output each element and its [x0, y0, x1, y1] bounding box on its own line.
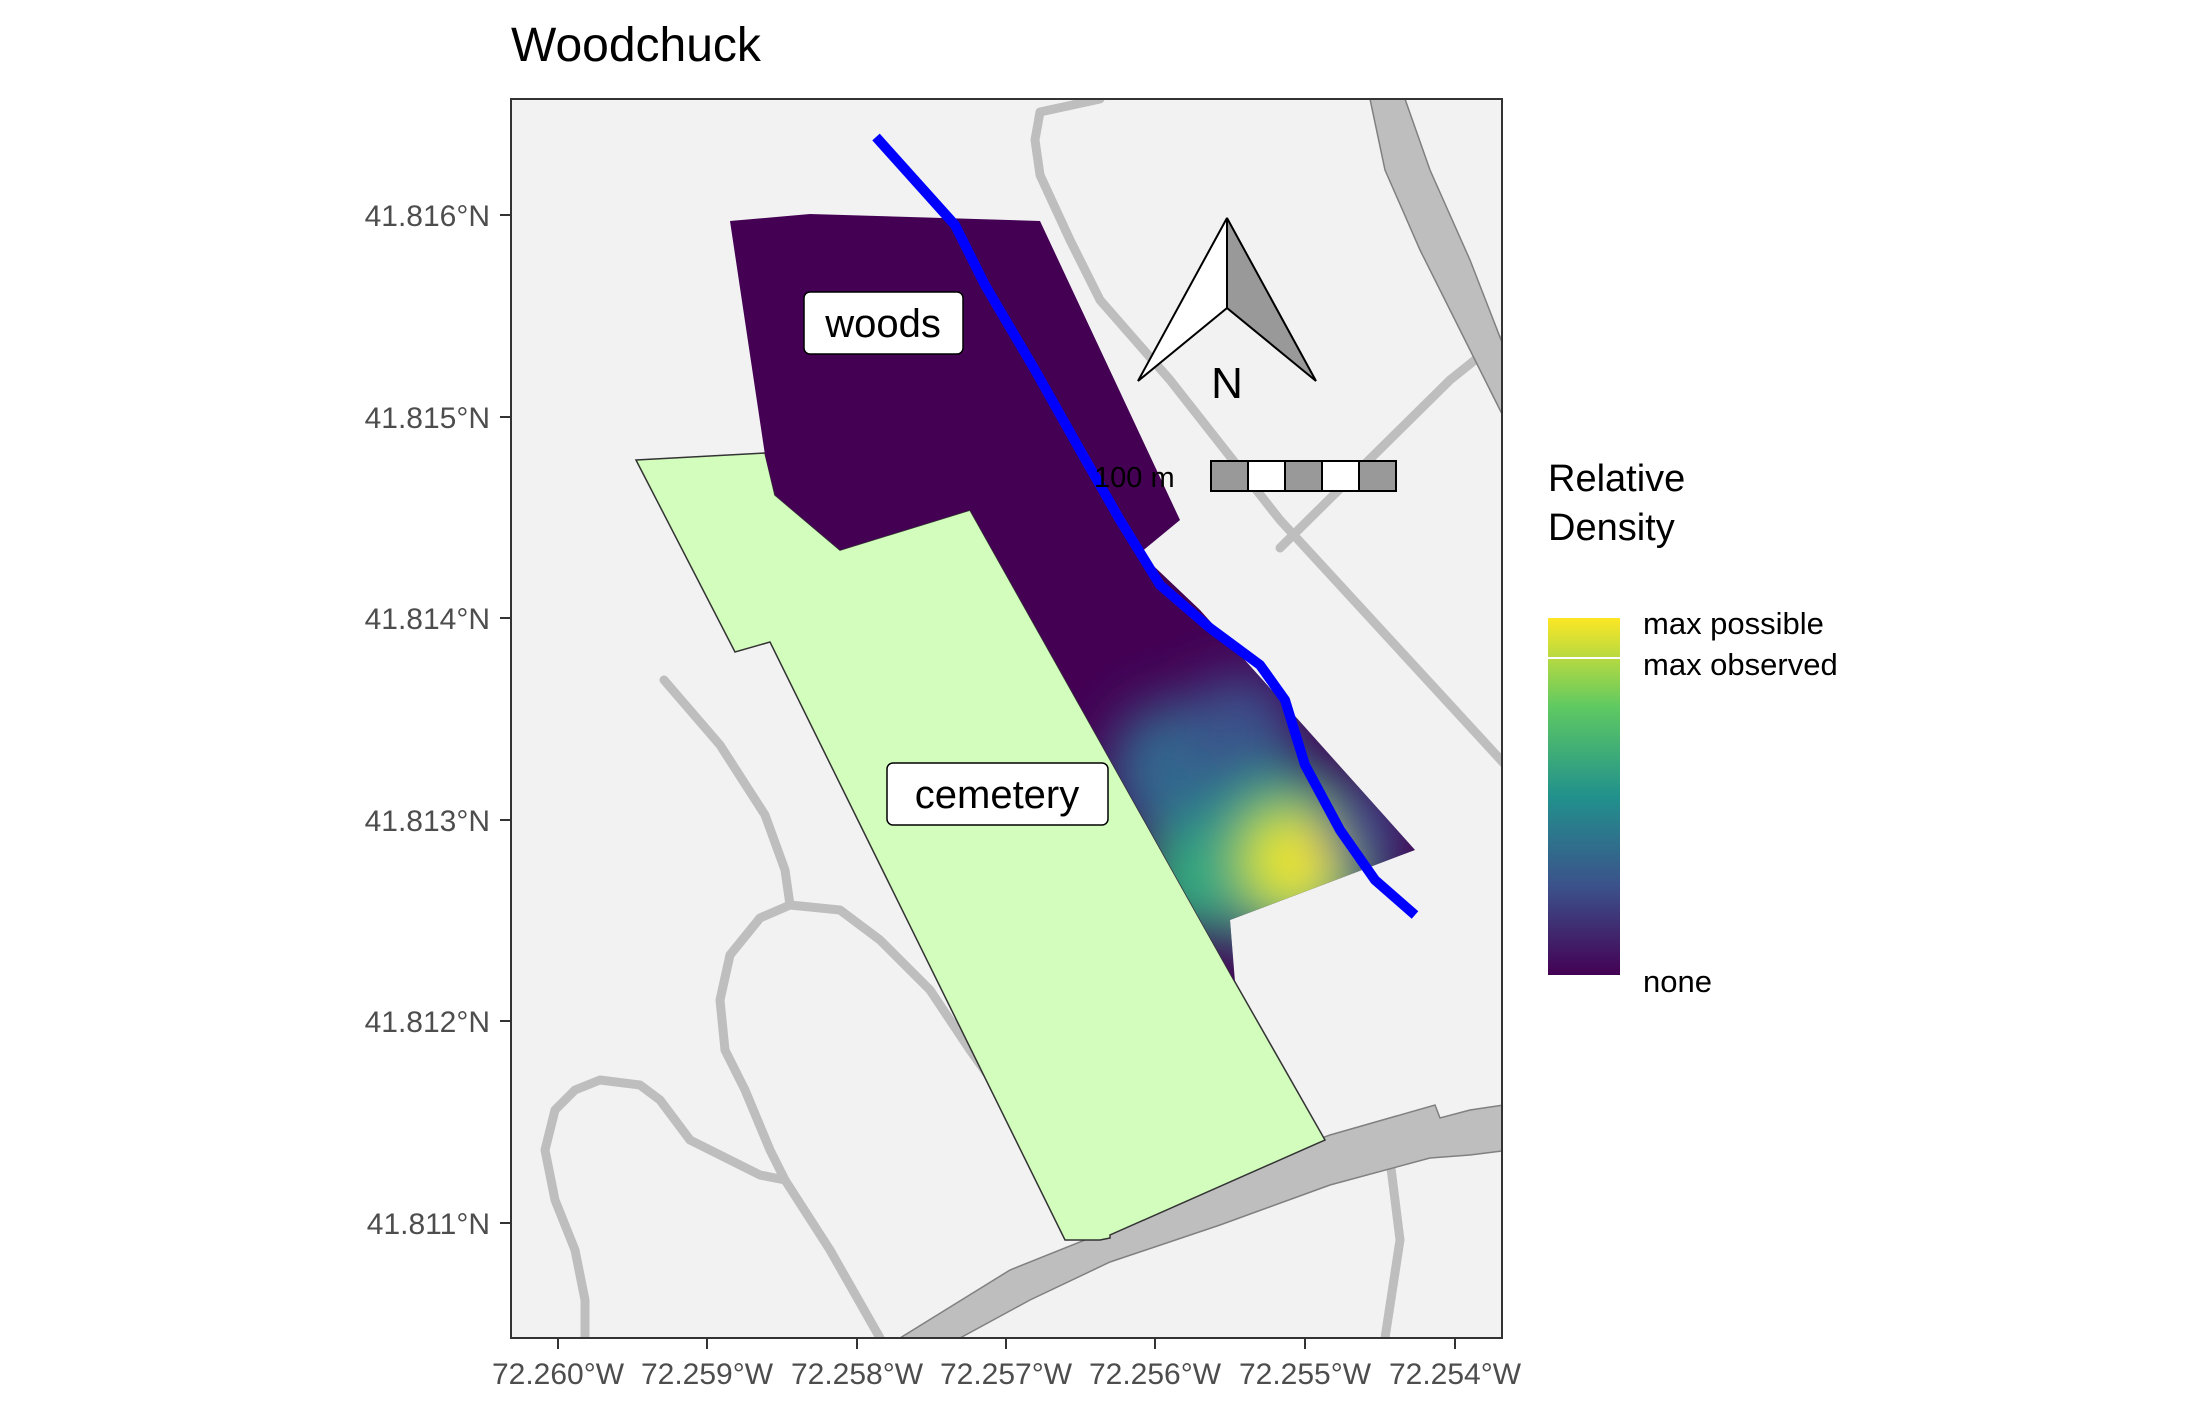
north-arrow-label: N: [1211, 359, 1243, 408]
cemetery-label-text: cemetery: [915, 773, 1080, 817]
x-tick-label-6: 72.255°W: [1239, 1358, 1372, 1391]
legend-label-max-possible: max possible: [1643, 606, 1824, 641]
y-tick-label-1: 41.816°N: [365, 200, 490, 233]
y-tick-label-4: 41.813°N: [365, 805, 490, 838]
legend-label-max-observed: max observed: [1643, 647, 1838, 682]
north-arrow: N: [1137, 217, 1317, 408]
scale-bar-segment-3: [1284, 460, 1323, 492]
scale-bar-segment-1: [1210, 460, 1249, 492]
scale-bar-segment-5: [1358, 460, 1397, 492]
x-tick-label-2: 72.259°W: [641, 1358, 774, 1391]
cemetery-label-box: [886, 762, 1109, 826]
legend-colorbar: [1548, 618, 1620, 975]
x-tick-label-4: 72.257°W: [940, 1358, 1073, 1391]
x-tick-label-5: 72.256°W: [1089, 1358, 1222, 1391]
scale-bar: 100 m: [1094, 460, 1397, 494]
woods-label-box: [803, 291, 964, 355]
legend: Relative Density max possible max observ…: [1548, 458, 1838, 999]
y-tick-label-5: 41.812°N: [365, 1006, 490, 1039]
x-axis: 72.260°W 72.259°W 72.258°W 72.257°W 72.2…: [492, 1338, 1522, 1391]
scale-bar-segment-2: [1247, 460, 1286, 492]
scale-bar-segment-4: [1321, 460, 1360, 492]
map-title: Woodchuck: [511, 19, 762, 72]
legend-label-none: none: [1643, 964, 1712, 999]
legend-title-line1: Relative: [1548, 458, 1685, 500]
north-arrow-right-half: [1226, 217, 1317, 382]
woods-label: woods: [803, 291, 964, 355]
woods-label-text: woods: [824, 302, 941, 346]
density-blob-2: [1185, 675, 1295, 785]
x-tick-label-3: 72.258°W: [791, 1358, 924, 1391]
density-blob-6: [1257, 822, 1333, 898]
highway-east: [1369, 99, 1502, 416]
stream-line: [872, 133, 1419, 919]
scale-bar-label: 100 m: [1094, 462, 1175, 494]
y-tick-label-6: 41.811°N: [367, 1208, 490, 1241]
y-axis: 41.816°N 41.815°N 41.814°N 41.813°N 41.8…: [365, 200, 511, 1241]
legend-title-line2: Density: [1548, 507, 1675, 549]
y-tick-label-2: 41.815°N: [365, 402, 490, 435]
road-east-south: [1380, 1155, 1405, 1338]
x-tick-label-7: 72.254°W: [1389, 1358, 1522, 1391]
x-tick-label-1: 72.260°W: [492, 1358, 625, 1391]
y-tick-label-3: 41.814°N: [365, 603, 490, 636]
road-diagonal-south: [780, 1175, 885, 1338]
cemetery-label: cemetery: [886, 762, 1109, 826]
